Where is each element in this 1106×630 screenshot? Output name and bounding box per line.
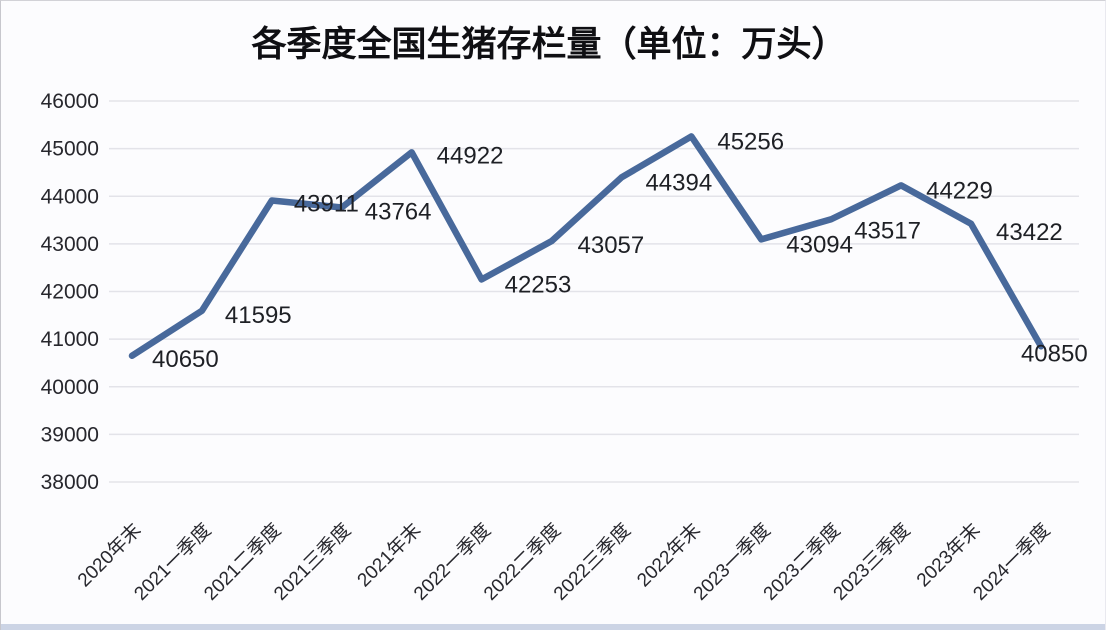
data-label: 43057 — [578, 232, 645, 259]
data-label: 44922 — [437, 142, 504, 169]
data-label: 43094 — [786, 231, 853, 258]
data-label: 45256 — [717, 128, 784, 155]
y-tick-label: 41000 — [41, 328, 99, 351]
y-tick-label: 38000 — [41, 471, 99, 494]
x-tick-label: 2023年末 — [912, 519, 984, 591]
x-axis-labels: 2020年末2021一季度2021二季度2021三季度2021年末2022一季度… — [73, 519, 1054, 605]
x-tick-label: 2022年末 — [633, 519, 705, 591]
y-tick-label: 39000 — [41, 423, 99, 446]
y-tick-label: 46000 — [41, 90, 99, 113]
data-label: 40850 — [1021, 340, 1088, 367]
y-axis-labels: 38000 39000 40000 41000 42000 43000 44000 45000… — [41, 90, 99, 494]
y-tick-label: 42000 — [41, 281, 99, 304]
data-label: 41595 — [225, 302, 292, 329]
data-label: 44394 — [645, 169, 712, 196]
y-tick-label: 43000 — [41, 233, 99, 256]
y-tick-label: 40000 — [41, 376, 99, 399]
data-label: 40650 — [152, 346, 219, 373]
data-label: 42253 — [505, 271, 572, 298]
data-label: 43517 — [854, 217, 921, 244]
x-tick-label: 2020年末 — [73, 519, 145, 591]
bottom-border — [1, 624, 1105, 630]
gridlines — [109, 100, 1079, 483]
data-label: 44229 — [926, 177, 993, 204]
x-tick-label: 2021年末 — [353, 519, 425, 591]
y-tick-label: 44000 — [41, 185, 99, 208]
chart-title: 各季度全国生猪存栏量（单位：万头） — [250, 24, 846, 64]
data-label: 43911 — [294, 190, 359, 217]
data-label: 43422 — [996, 219, 1063, 246]
data-label: 43764 — [365, 198, 432, 225]
series-line — [128, 133, 1045, 360]
y-tick-label: 45000 — [41, 138, 99, 161]
